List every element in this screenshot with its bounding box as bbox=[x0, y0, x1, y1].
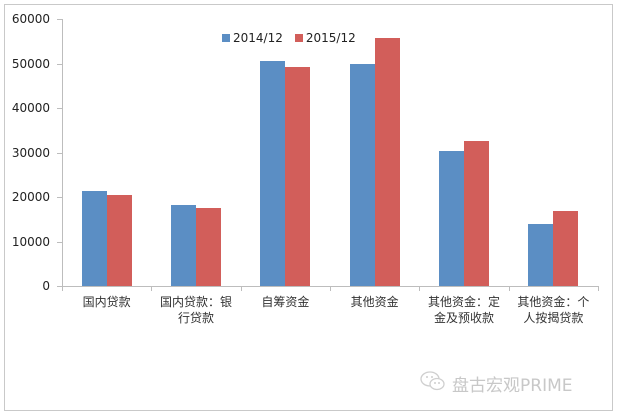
legend-label: 2014/12 bbox=[233, 31, 283, 45]
legend-item-2014: 2014/12 bbox=[222, 31, 283, 45]
legend: 2014/12 2015/12 bbox=[222, 31, 356, 45]
category-label: 其他资金 bbox=[350, 295, 399, 309]
x-tick-mark bbox=[598, 286, 599, 291]
y-tick-mark bbox=[57, 63, 62, 65]
y-tick-mark bbox=[57, 19, 62, 20]
category-label: 其他资金：个 人按揭贷款 bbox=[517, 295, 590, 325]
legend-swatch-red bbox=[294, 34, 303, 42]
legend-swatch-blue bbox=[222, 34, 230, 42]
y-axis bbox=[62, 19, 63, 286]
legend-item-2015: 2015/12 bbox=[294, 31, 356, 45]
bar-2014-12 bbox=[260, 61, 286, 286]
category-label: 国内贷款 bbox=[82, 295, 131, 309]
x-tick-mark bbox=[240, 286, 242, 291]
bar-2014-12 bbox=[349, 63, 375, 286]
y-tick-mark bbox=[57, 152, 62, 154]
y-tick-mark bbox=[57, 286, 62, 287]
bar-2014-12 bbox=[171, 205, 196, 286]
bar-2015-12 bbox=[106, 195, 132, 286]
x-tick-mark bbox=[419, 286, 421, 291]
x-tick-mark bbox=[508, 286, 510, 291]
y-tick-label: 10000 bbox=[11, 234, 50, 249]
x-tick-mark bbox=[62, 286, 63, 291]
category-label: 其他资金：定 金及预收款 bbox=[427, 295, 500, 325]
bar-2014-12 bbox=[528, 224, 554, 286]
category-label: 自筹资金 bbox=[261, 295, 310, 309]
x-tick-mark bbox=[151, 286, 153, 291]
y-tick-label: 20000 bbox=[11, 190, 50, 204]
bar-2015-12 bbox=[464, 140, 489, 286]
y-tick-mark bbox=[57, 108, 62, 109]
bar-2015-12 bbox=[553, 211, 579, 286]
legend-label: 2015/12 bbox=[305, 31, 356, 45]
y-tick-label: 40000 bbox=[11, 101, 50, 115]
wechat-icon bbox=[420, 370, 446, 397]
watermark: 盘古宏观PRIME bbox=[420, 370, 573, 397]
watermark-text: 盘古宏观PRIME bbox=[452, 376, 573, 396]
bar-2015-12 bbox=[285, 67, 311, 286]
y-tick-label: 0 bbox=[42, 279, 50, 293]
bar-2014-12 bbox=[81, 191, 107, 286]
bar-2015-12 bbox=[374, 38, 400, 286]
category-label: 国内贷款：银 行贷款 bbox=[159, 295, 232, 325]
x-tick-mark bbox=[330, 286, 331, 291]
y-tick-label: 60000 bbox=[11, 12, 50, 26]
y-tick-mark bbox=[57, 197, 62, 198]
y-tick-label: 30000 bbox=[11, 145, 50, 160]
bar-2015-12 bbox=[196, 208, 221, 286]
y-tick-label: 50000 bbox=[11, 56, 50, 71]
y-tick-mark bbox=[57, 241, 62, 243]
bar-2014-12 bbox=[439, 151, 464, 286]
